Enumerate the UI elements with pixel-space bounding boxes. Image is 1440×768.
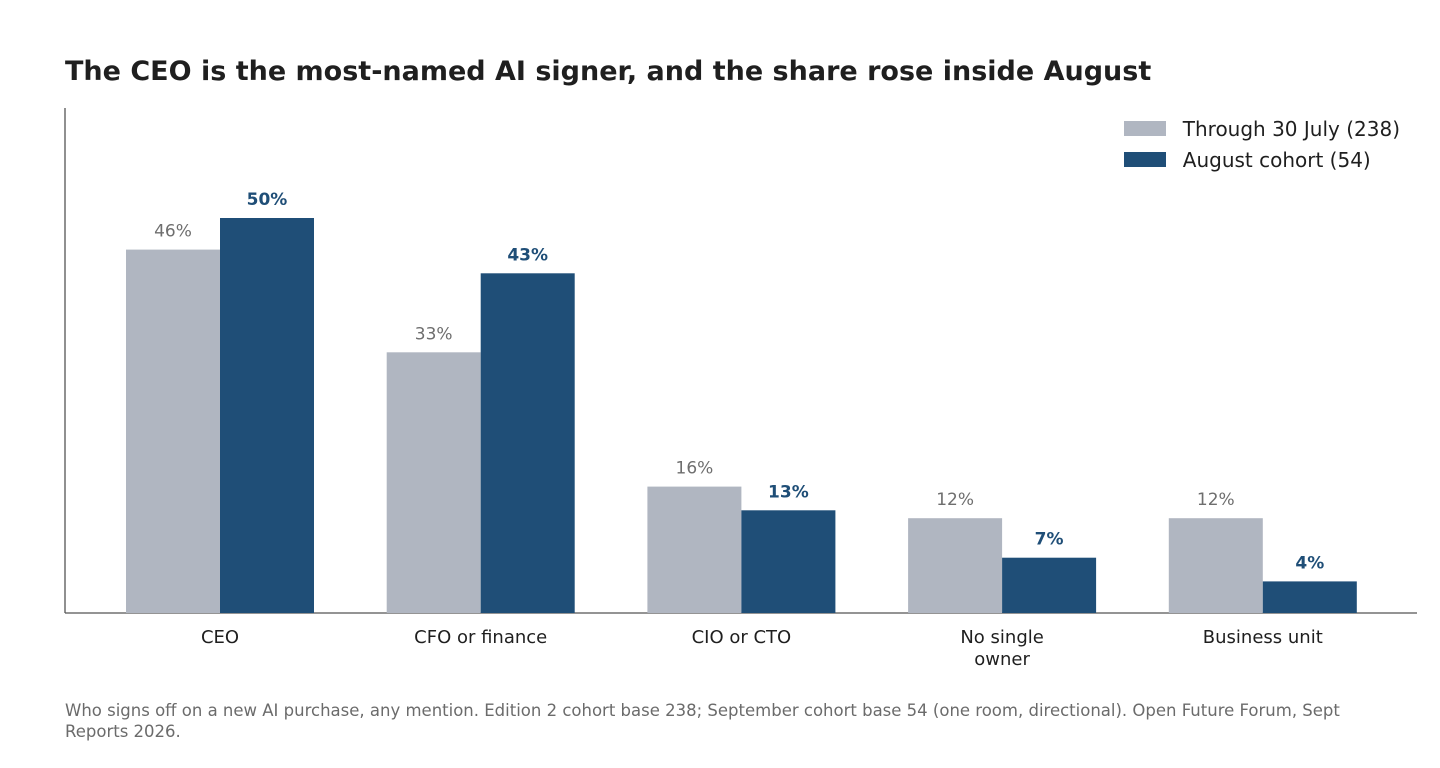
x-tick-label-no-single-owner: No single owner — [960, 627, 1044, 670]
bar-through-july-ceo — [126, 249, 220, 613]
bar-chart: 46% 50% CEO 33% 43% CFO or finance 16% 13% CIO o… — [64, 108, 1417, 670]
legend-swatch-august-cohort — [1123, 152, 1166, 167]
chart-footnote: Who signs off on a new AI purchase, any … — [65, 701, 1340, 741]
legend: Through 30 July (238) August cohort (54) — [1123, 113, 1400, 175]
data-label-august-cohort-cfo-or-finance: 43% — [507, 245, 548, 265]
chart-title: The CEO is the most-named AI signer, and… — [65, 56, 1152, 87]
data-label-through-july-ceo: 46% — [154, 222, 192, 242]
legend-item-august-cohort: August cohort (54) — [1123, 144, 1400, 175]
data-label-through-july-cfo-or-finance: 33% — [415, 324, 453, 344]
bar-through-july-business-unit — [1168, 518, 1263, 613]
data-label-august-cohort-no-single-owner: 7% — [1035, 530, 1064, 550]
bar-through-july-cfo-or-finance — [386, 352, 481, 613]
bar-august-cohort-cfo-or-finance — [480, 273, 575, 613]
bar-august-cohort-no-single-owner — [1002, 557, 1097, 613]
data-label-through-july-cio-or-cto: 16% — [676, 459, 714, 479]
data-label-through-july-no-single-owner: 12% — [936, 490, 974, 510]
x-tick-label-business-unit: Business unit — [1203, 627, 1323, 648]
bar-august-cohort-business-unit — [1262, 581, 1357, 613]
data-label-august-cohort-ceo: 50% — [247, 190, 288, 210]
legend-label-through-july: Through 30 July (238) — [1182, 116, 1400, 141]
x-tick-label-cfo-or-finance: CFO or finance — [414, 627, 547, 648]
bar-through-july-no-single-owner — [908, 518, 1003, 613]
bar-through-july-cio-or-cto — [647, 486, 742, 613]
x-tick-label-cio-or-cto: CIO or CTO — [692, 627, 792, 648]
x-tick-label-ceo: CEO — [201, 627, 239, 648]
legend-item-through-july: Through 30 July (238) — [1123, 113, 1400, 144]
bar-august-cohort-cio-or-cto — [741, 510, 836, 613]
data-label-august-cohort-business-unit: 4% — [1295, 553, 1324, 573]
data-label-through-july-business-unit: 12% — [1197, 490, 1235, 510]
bar-august-cohort-ceo — [220, 218, 314, 613]
data-label-august-cohort-cio-or-cto: 13% — [768, 482, 809, 502]
legend-label-august-cohort: August cohort (54) — [1182, 147, 1371, 172]
legend-swatch-through-july — [1123, 121, 1166, 136]
